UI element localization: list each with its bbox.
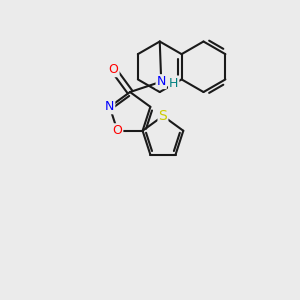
Text: S: S <box>159 109 167 123</box>
Text: O: O <box>112 124 122 137</box>
Text: N: N <box>157 75 166 88</box>
Text: H: H <box>169 76 178 90</box>
Text: N: N <box>105 100 114 113</box>
Text: O: O <box>109 63 118 76</box>
